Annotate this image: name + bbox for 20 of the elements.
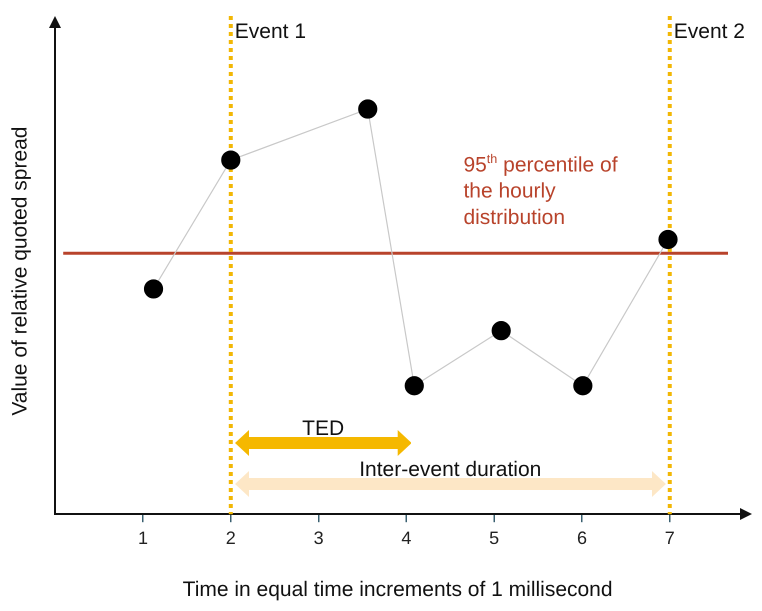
annotation: Inter-event duration [358, 458, 542, 482]
point [492, 321, 511, 340]
x-tick-label: 3 [314, 528, 324, 548]
point [144, 279, 164, 299]
x-tick-label: 1 [138, 528, 148, 548]
x-axis-title: Time in equal time increments of 1 millisecond [182, 578, 613, 602]
point [658, 230, 678, 250]
x-tick-label: 2 [226, 528, 236, 548]
point [404, 376, 424, 396]
annotation: TED [301, 417, 346, 442]
y-axis-title: Value of relative quoted spread [8, 126, 32, 416]
x-tick-label: 4 [401, 528, 412, 548]
ref-line-label: Event 2 [674, 20, 745, 43]
x-tick-label: 6 [576, 528, 587, 548]
x-tick-label: 7 [664, 528, 675, 548]
x-tick-label: 5 [489, 528, 500, 548]
point [221, 150, 240, 170]
ref-line-label: Event 1 [234, 20, 306, 43]
point [358, 99, 378, 119]
point [573, 376, 592, 396]
